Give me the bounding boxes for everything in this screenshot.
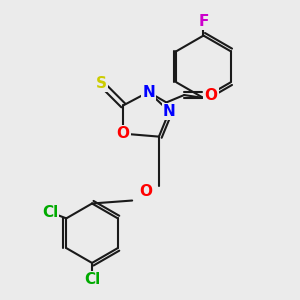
Text: O: O <box>204 88 218 103</box>
Text: Cl: Cl <box>42 205 58 220</box>
Text: N: N <box>163 104 176 119</box>
Text: S: S <box>95 76 106 91</box>
Text: O: O <box>139 184 152 199</box>
Text: Cl: Cl <box>84 272 100 287</box>
Text: N: N <box>142 85 155 100</box>
Text: F: F <box>198 14 209 29</box>
Text: O: O <box>117 126 130 141</box>
